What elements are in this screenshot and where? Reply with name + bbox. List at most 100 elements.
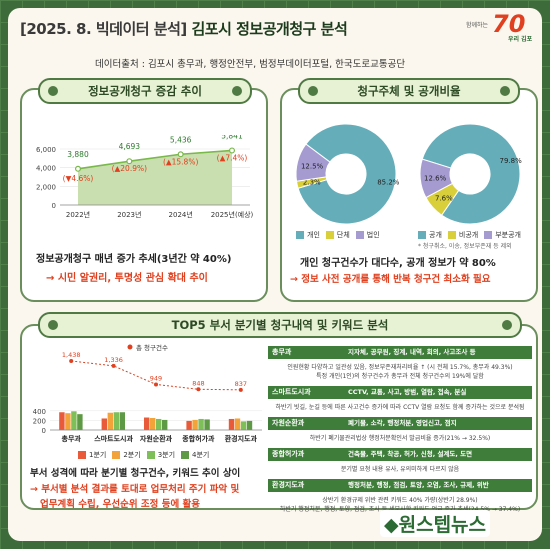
y-tick-label: 0	[42, 427, 46, 435]
legend-entry: 법인	[355, 231, 380, 239]
legend-entry: 비공개	[447, 231, 478, 239]
legend-entry: 단체	[325, 231, 350, 239]
keyword-words: CCTV, 교통, 사고, 방범, 열람, 접속, 분실	[348, 388, 467, 396]
logo-bottom-text: 우리 김포	[508, 36, 533, 43]
y-tick-label: 200	[33, 417, 46, 425]
keyword-note: 상반기 환경규제 위반 관련 키워드 40% 가량(상반기 28.9%)	[322, 497, 478, 504]
requester-pie-chart: 85.2% 2.3% 12.5%	[295, 123, 400, 225]
quarter-bar	[246, 420, 253, 430]
bullet-dot-right	[232, 86, 242, 96]
pie-slice	[421, 123, 521, 225]
logo-top-text: 함께하는	[466, 22, 489, 29]
legend-label: 4분기	[192, 451, 210, 459]
total-point	[111, 363, 116, 368]
keyword-dept: 환경지도과	[272, 481, 305, 489]
department-caption-arrow-1: → 부서별 분석 결과를 토대로 업무처리 주기 파악 및	[30, 484, 240, 495]
keyword-row: 환경지도과 행정처분, 행정, 점검, 토양, 오염, 조사, 규제, 위반	[268, 479, 532, 492]
requester-legend: 개인 단체 법인	[296, 230, 386, 240]
trend-change-label: (▼4.6%)	[63, 174, 94, 183]
requester-heading-text: 청구주체 및 공개비율	[357, 84, 461, 98]
legend-swatch	[181, 451, 190, 459]
y-tick-label: 6,000	[36, 146, 56, 154]
trend-caption: 정보공개청구 매년 증가 추세(3년간 약 40%)	[36, 254, 232, 265]
trend-value-label: 3,880	[67, 150, 89, 159]
total-point	[69, 358, 74, 363]
keyword-note: 특정 개인(1인)의 청구건수가 총무과 전체 청구건수의 19%에 달함	[316, 373, 484, 380]
exclusion-footnote: * 청구취소, 이송, 정보부존재 등 제외	[418, 243, 512, 250]
trend-area-fill	[78, 150, 232, 205]
legend-entry: 3분기	[146, 451, 176, 459]
pie-slice-label: 2.3%	[303, 179, 321, 187]
quarter-legend: 1분기 2분기 3분기 4분기	[78, 450, 215, 460]
legend-swatch	[355, 231, 364, 239]
pie-slice-label: 12.6%	[424, 174, 447, 182]
keyword-note: 하반기 빗길, 눈길 등에 따른 사고건수 증가에 따라 CCTV 열람 요청도…	[275, 404, 525, 411]
trend-panel-heading: 정보공개청구 증감 추이	[38, 78, 252, 104]
quarter-bar	[240, 421, 247, 430]
legend-swatch	[146, 451, 155, 459]
pie-slice-label: 12.5%	[301, 162, 324, 170]
legend-label: 단체	[336, 231, 350, 239]
news-watermark: ◆원스텝뉴스	[380, 510, 491, 537]
trend-heading-text: 정보공개청구 증감 추이	[88, 84, 202, 98]
disclosure-legend: 공개 비공개 부분공개	[418, 230, 527, 240]
x-tick-label: 2025년(예상)	[211, 210, 254, 219]
legend-label: 3분기	[157, 451, 176, 459]
legend-swatch	[78, 451, 86, 459]
title-text: 김포시 정보공개청구 분석	[191, 20, 348, 38]
x-tick-label: 2023년	[117, 210, 141, 219]
bullet-dot-right	[502, 320, 512, 330]
keyword-dept: 자원순환과	[272, 419, 305, 427]
quarter-bar	[234, 418, 241, 430]
total-point	[238, 387, 243, 392]
quarter-bar	[156, 418, 162, 430]
total-value-label: 848	[192, 379, 204, 387]
legend-label: 1분기	[89, 451, 107, 459]
legend-entry: 부분공개	[484, 231, 521, 239]
pie-slice	[419, 158, 454, 199]
trend-line	[77, 149, 233, 170]
pie-slice	[297, 123, 397, 225]
disclosure-pie-chart: 79.8% 7.6% 12.6%	[419, 123, 522, 225]
keyword-words: 행정처분, 행정, 점검, 토양, 오염, 조사, 규제, 위반	[348, 481, 489, 489]
x-tick-label: 총무과	[62, 434, 82, 443]
page-title: [2025. 8. 빅데이터 분석] 김포시 정보공개청구 분석	[20, 18, 348, 39]
trend-value-label: 5,436	[170, 135, 192, 144]
keyword-row: 스마트도시과 CCTV, 교통, 사고, 방범, 열람, 접속, 분실	[268, 386, 532, 399]
x-tick-label: 환경지도과	[225, 434, 258, 443]
department-heading-text: TOP5 부서 분기별 청구내역 및 키워드 분석	[171, 318, 389, 332]
legend-entry: 공개	[418, 231, 442, 239]
legend-swatch	[447, 231, 456, 239]
pie-slice-label: 85.2%	[377, 179, 400, 187]
legend-entry: 4분기	[181, 451, 209, 459]
quarter-bar	[59, 412, 65, 430]
trend-area-chart: 0 2,000 4,000 6,000 3,880 (▼4.6%) 2022년 4,693 (▲…	[36, 135, 254, 219]
trend-caption-arrow: → 시민 알권리, 투명성 관심 확대 추이	[46, 273, 208, 284]
pie-slice-label: 7.6%	[435, 194, 453, 202]
keyword-note: 하반기 행정처분, 행정, 토양, 점검, 조사 등 세부사항 키워드 언급 증…	[279, 506, 521, 513]
line-legend-marker	[127, 344, 133, 350]
quarter-bar	[77, 414, 83, 430]
legend-label: 공개	[429, 231, 442, 239]
legend-swatch	[296, 231, 304, 239]
legend-label: 법인	[366, 231, 380, 239]
keyword-words: 지자체, 공무원, 징계, 내역, 회의, 사고조사 등	[348, 348, 476, 356]
quarter-bar	[101, 418, 107, 430]
legend-entry: 1분기	[78, 451, 106, 459]
keyword-row: 자원순환과 폐기물, 소각, 행정처분, 영업신고, 점지	[268, 417, 532, 430]
y-tick-label: 2,000	[36, 183, 56, 191]
quarter-bar	[107, 412, 113, 430]
trend-point	[229, 147, 236, 154]
bullet-dot-left	[48, 86, 58, 96]
quarter-bar	[144, 417, 150, 430]
keyword-note: 인원현황 다양하고 일관성 있음, 정보부존재처리비율 ↑ (시 전체 15.7…	[287, 364, 513, 371]
trend-point	[126, 158, 133, 165]
requester-panel-heading: 청구주체 및 공개비율	[298, 78, 520, 104]
quarter-bar	[150, 418, 156, 430]
bullet-dot-right	[500, 86, 510, 96]
quarter-bar	[119, 412, 125, 430]
data-source: 데이터출처 : 김포시 총무과, 행정안전부, 범정부데이터포털, 한국도로교통…	[95, 59, 406, 70]
legend-swatch	[112, 451, 121, 459]
x-tick-label: 2024년	[169, 210, 193, 219]
